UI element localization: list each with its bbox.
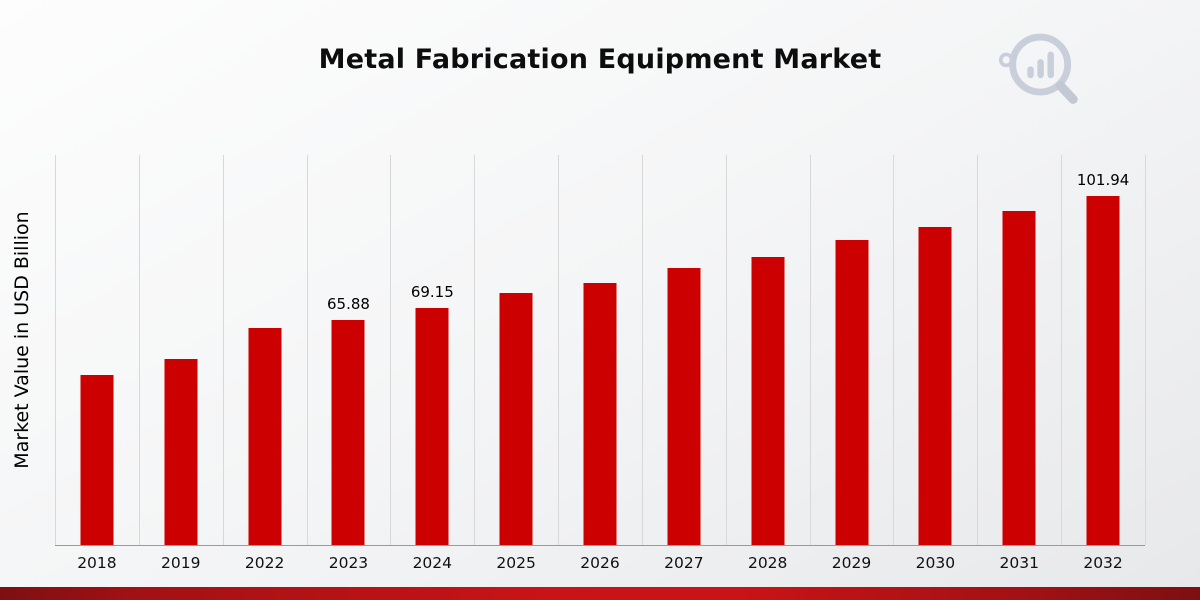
gridline xyxy=(474,155,476,545)
bar-2018 xyxy=(80,375,114,545)
bar-2030 xyxy=(918,227,952,545)
x-tick-label-2029: 2029 xyxy=(831,554,872,572)
x-tick-label-2031: 2031 xyxy=(999,554,1039,572)
bar-2032 xyxy=(1086,196,1120,545)
bar-group: 2028 xyxy=(726,155,810,572)
value-label-2023: 65.88 xyxy=(326,294,370,313)
bar-group: 2027 xyxy=(642,155,726,572)
x-tick-label-2032: 2032 xyxy=(1083,554,1123,572)
x-tick-label-2030: 2030 xyxy=(915,554,956,572)
bar-2028 xyxy=(751,257,785,545)
gridline xyxy=(809,155,811,545)
plot-area: 2018 2019 2022 65.88 2023 69.15 2024 2025 2026 20… xyxy=(55,155,1146,572)
x-tick-label-2026: 2026 xyxy=(580,554,620,572)
gridline xyxy=(306,155,308,545)
x-tick-label-2025: 2025 xyxy=(496,554,536,572)
x-tick-label-2027: 2027 xyxy=(664,554,704,572)
gridline xyxy=(390,155,392,545)
bar-group: 101.94 2032 xyxy=(1061,155,1145,572)
bar-2023 xyxy=(331,319,365,545)
x-tick-label-2019: 2019 xyxy=(161,554,201,572)
footer-stripe xyxy=(0,587,1200,600)
gridline xyxy=(222,155,224,545)
bar-2026 xyxy=(583,283,617,545)
x-tick-label-2028: 2028 xyxy=(747,554,788,572)
bar-group: 2031 xyxy=(977,155,1061,572)
gridline xyxy=(977,155,979,545)
gridline xyxy=(641,155,643,545)
value-label-2024: 69.15 xyxy=(410,283,454,302)
x-tick-label-2022: 2022 xyxy=(244,554,285,572)
bar-group: 2022 xyxy=(223,155,307,572)
bar-group: 2029 xyxy=(810,155,894,572)
gridline xyxy=(55,155,56,545)
x-tick-label-2024: 2024 xyxy=(412,554,453,572)
bar-group: 2019 xyxy=(139,155,223,572)
chart-title: Metal Fabrication Equipment Market xyxy=(318,44,882,75)
gridline xyxy=(138,155,140,545)
bar-2029 xyxy=(835,240,869,545)
gridline xyxy=(1061,155,1063,545)
x-tick-label-2018: 2018 xyxy=(77,554,117,572)
magnifier-bar-chart-icon xyxy=(998,33,1078,104)
bar-group: 2025 xyxy=(474,155,558,572)
bar-group: 2026 xyxy=(558,155,642,572)
bar-2027 xyxy=(667,268,701,545)
bar-2031 xyxy=(1002,211,1036,545)
bar-group: 65.88 2023 xyxy=(307,155,391,572)
gridline xyxy=(893,155,895,545)
bar-group: 69.15 2024 xyxy=(390,155,474,572)
gridline xyxy=(725,155,727,545)
bar-2024 xyxy=(415,308,449,545)
gridline xyxy=(1145,155,1146,545)
bar-group: 2030 xyxy=(893,155,977,572)
y-axis-label: Market Value in USD Billion xyxy=(11,211,33,469)
bar-group: 2018 xyxy=(55,155,139,572)
bar-2025 xyxy=(499,293,533,545)
gridline xyxy=(558,155,560,545)
bar-2022 xyxy=(248,328,282,545)
x-tick-label-2023: 2023 xyxy=(328,554,369,572)
value-label-2032: 101.94 xyxy=(1076,171,1130,190)
bar-2019 xyxy=(164,358,198,545)
